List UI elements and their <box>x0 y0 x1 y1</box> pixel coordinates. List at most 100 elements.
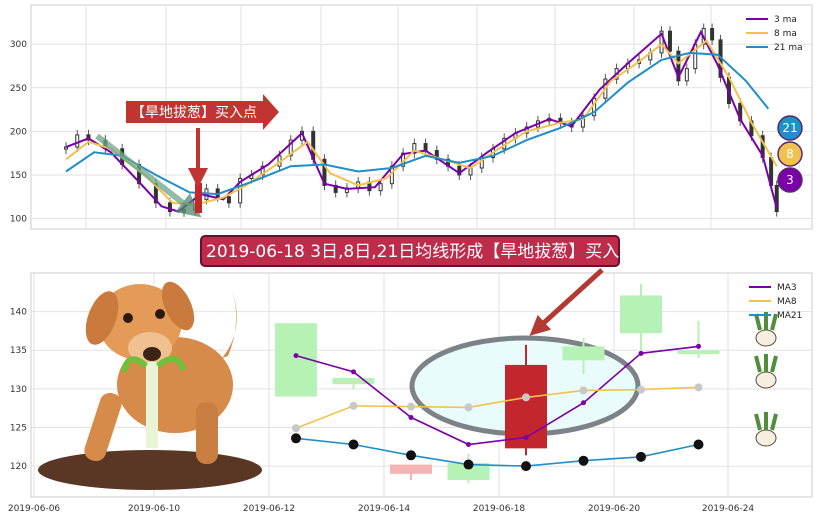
buy-point-candle <box>195 183 202 213</box>
leek-icon <box>754 312 778 347</box>
ma-line <box>295 386 699 430</box>
x-tick-label: 2019-06-24 <box>702 504 755 514</box>
candle <box>580 115 585 128</box>
banner-arrow <box>529 268 604 336</box>
banner-box <box>200 235 620 267</box>
candle <box>659 30 664 54</box>
candle <box>423 143 428 152</box>
ma-point <box>638 350 644 356</box>
leek-icon <box>754 412 778 447</box>
candle <box>447 463 490 481</box>
bottom-x-tick-labels: 2019-06-06 2019-06-10 2019-06-12 2019-06-14… <box>8 504 755 514</box>
legend-label: MA21 <box>777 311 802 321</box>
x-tick-label: 2019-06-20 <box>588 504 641 514</box>
y-tick-label: 100 <box>10 215 27 225</box>
legend-label: 3 ma <box>774 15 797 25</box>
leek-leaves <box>121 356 187 373</box>
leek-stalk <box>146 362 158 448</box>
ma-point <box>292 424 300 433</box>
ma-ball <box>777 167 803 193</box>
candle <box>390 464 432 474</box>
legend-label: 21 ma <box>774 43 803 53</box>
candle <box>677 350 720 355</box>
ma-ball-label: 8 <box>786 147 794 161</box>
leek-icon <box>754 354 778 389</box>
ma-ball-labels: 21 8 3 <box>777 115 803 193</box>
candle <box>322 158 327 186</box>
x-tick-label: 2019-06-18 <box>473 504 526 514</box>
y-tick-label: 140 <box>10 308 27 318</box>
bottom-candles <box>275 283 720 484</box>
ma-point <box>291 433 301 444</box>
y-tick-label: 130 <box>10 385 27 395</box>
candle <box>457 165 462 176</box>
bottom-y-tick-labels: 120 125 130 135 140 <box>10 308 27 472</box>
ma-point <box>693 439 704 450</box>
callout-arrow-shape <box>126 94 279 130</box>
dog-tail <box>222 290 237 358</box>
dog-leg-back <box>196 402 218 464</box>
dog-ear-left <box>85 291 119 345</box>
x-tick-label: 2019-06-10 <box>128 504 181 514</box>
candle <box>288 139 293 157</box>
candle <box>620 295 662 334</box>
ma-point <box>636 451 646 462</box>
dog-ear-right <box>161 281 195 331</box>
dog-nose <box>143 347 161 361</box>
y-tick-label: 250 <box>10 84 27 94</box>
dog-eye-left <box>123 313 133 323</box>
ma-point <box>406 450 416 461</box>
top-y-tick-labels: 100 150 200 250 300 <box>10 40 27 224</box>
candle <box>667 30 672 52</box>
ma-point <box>581 400 586 406</box>
buy-point-callout: 【旱地拔葱】买入点 <box>126 94 279 130</box>
candle <box>774 184 779 213</box>
ma-point <box>348 439 359 450</box>
ma-line <box>295 345 699 446</box>
ma-point <box>463 459 474 470</box>
candle <box>378 183 383 192</box>
bottom-ma-lines <box>291 343 704 472</box>
ma-point <box>349 401 358 410</box>
legend-label: MA8 <box>777 297 797 307</box>
x-tick-label: 2019-06-14 <box>358 504 411 514</box>
top-legend: 3 ma 8 ma 21 ma <box>746 15 803 53</box>
y-tick-label: 135 <box>10 346 27 356</box>
y-tick-label: 150 <box>10 171 27 181</box>
ma-ball-label: 21 <box>782 121 797 135</box>
ma-ball <box>777 141 803 167</box>
title-banner: 2019-06-18 3日,8日,21日均线形成【旱地拔葱】买入点 <box>200 235 636 267</box>
ma-line <box>295 437 699 467</box>
candle <box>676 50 681 82</box>
ma-point <box>522 393 530 402</box>
callout-text: 【旱地拔葱】买入点 <box>131 105 257 121</box>
candle <box>505 364 547 449</box>
ma-point <box>637 385 645 394</box>
y-tick-label: 300 <box>10 40 27 50</box>
ma-point <box>579 386 588 395</box>
candle <box>238 177 243 204</box>
bottom-legend: MA3 MA8 MA21 <box>749 283 802 321</box>
candle <box>167 202 172 213</box>
candle <box>75 134 80 148</box>
candle <box>181 209 186 213</box>
downtrend-arrow <box>95 133 202 218</box>
ma-point <box>407 402 415 411</box>
x-tick-label: 2019-06-12 <box>243 504 295 514</box>
dog-leg-front <box>84 392 122 462</box>
y-tick-label: 120 <box>10 462 27 472</box>
legend-label: 8 ma <box>774 29 797 39</box>
y-tick-label: 200 <box>10 127 27 137</box>
candle <box>710 28 715 41</box>
ma-ball-label: 3 <box>786 173 794 187</box>
banner-text: 2019-06-18 3日,8日,21日均线形成【旱地拔葱】买入点 <box>206 242 636 262</box>
dog-eye-right <box>155 309 165 319</box>
candle <box>684 68 689 82</box>
ma-point <box>293 353 299 359</box>
candle <box>332 378 375 385</box>
legend-label: MA3 <box>777 283 797 293</box>
dog-illustration <box>38 281 262 490</box>
ma-point <box>408 414 414 420</box>
